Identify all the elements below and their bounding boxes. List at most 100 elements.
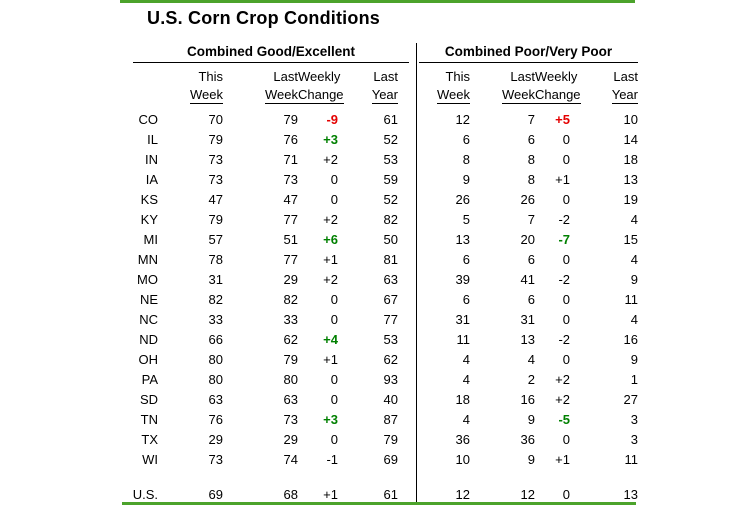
good-excellent-value: 79 (383, 432, 398, 447)
column-header-underlined: Year (611, 87, 638, 104)
state-label: OH (138, 352, 159, 367)
good-excellent-value: 82 (208, 292, 223, 307)
poor-very-poor-value: 3 (630, 412, 638, 427)
good-excellent-value: 71 (283, 152, 298, 167)
table-row-mi: MI 57 51 +6 50 13 20 -7 15 (110, 230, 638, 250)
column-header: Last (613, 69, 638, 84)
poor-very-poor-value: 0 (562, 487, 570, 502)
column-headers-line1: This Last Weekly Last This Last Weekly Last (110, 68, 638, 85)
column-headers-line2: Week Week Change Year Week Week Change Year (110, 86, 638, 104)
poor-very-poor-value: 1 (630, 372, 638, 387)
poor-very-poor-value: 5 (462, 212, 470, 227)
good-excellent-value: 47 (283, 192, 298, 207)
table-row-ne: NE 82 82 0 67 6 6 0 11 (110, 290, 638, 310)
good-excellent-value: 81 (383, 252, 398, 267)
poor-very-poor-value: 39 (455, 272, 470, 287)
good-excellent-value: -9 (326, 112, 338, 127)
good-excellent-value: 51 (283, 232, 298, 247)
poor-very-poor-value: 31 (520, 312, 535, 327)
poor-very-poor-value: 36 (520, 432, 535, 447)
state-label: MN (137, 252, 158, 267)
poor-very-poor-value: -2 (558, 212, 570, 227)
section-header-poor-very-poor: Combined Poor/Very Poor (419, 44, 638, 63)
poor-very-poor-value: 6 (527, 132, 535, 147)
table-row-il: IL 79 76 +3 52 6 6 0 14 (110, 130, 638, 150)
poor-very-poor-value: 12 (520, 487, 535, 502)
poor-very-poor-value: 11 (624, 452, 639, 467)
good-excellent-value: 29 (283, 272, 298, 287)
poor-very-poor-value: 14 (623, 132, 638, 147)
column-header (110, 68, 158, 85)
good-excellent-value: +2 (323, 152, 338, 167)
state-label: SD (139, 392, 158, 407)
state-label: MI (143, 232, 158, 247)
poor-very-poor-value: 4 (527, 352, 535, 367)
good-excellent-value: 69 (383, 452, 398, 467)
state-label: IN (145, 152, 158, 167)
good-excellent-value: 0 (330, 432, 338, 447)
good-excellent-value: +6 (323, 232, 338, 247)
table-row-mo: MO 31 29 +2 63 39 41 -2 9 (110, 270, 638, 290)
good-excellent-value: 77 (283, 252, 298, 267)
state-label: IL (147, 132, 158, 147)
poor-very-poor-value: 26 (520, 192, 535, 207)
poor-very-poor-value: 9 (630, 272, 638, 287)
good-excellent-value: 66 (208, 332, 223, 347)
good-excellent-value: 80 (283, 372, 298, 387)
good-excellent-value: 77 (383, 312, 398, 327)
poor-very-poor-value: 0 (562, 312, 570, 327)
poor-very-poor-value: 2 (527, 372, 535, 387)
good-excellent-value: 50 (383, 232, 398, 247)
state-label: TX (141, 432, 158, 447)
good-excellent-value: 82 (283, 292, 298, 307)
table-row-sd: SD 63 63 0 40 18 16 +2 27 (110, 390, 638, 410)
column-header-underlined: Week (190, 87, 223, 104)
poor-very-poor-value: 0 (562, 192, 570, 207)
us-total-row: U.S. 69 68 +1 61 12 12 0 13 (110, 485, 638, 505)
poor-very-poor-value: 4 (630, 312, 638, 327)
good-excellent-value: 57 (208, 232, 223, 247)
bottom-accent-bar (122, 502, 636, 505)
poor-very-poor-value: 3 (630, 432, 638, 447)
table-row-mn: MN 78 77 +1 81 6 6 0 4 (110, 250, 638, 270)
good-excellent-value: 59 (383, 172, 398, 187)
good-excellent-value: 62 (383, 352, 398, 367)
state-rows: CO 70 79 -9 61 12 7 +5 10 IL 79 76 +3 52 6 6 0 14 IN 73 71 +2… (110, 110, 638, 470)
poor-very-poor-value: -5 (558, 412, 570, 427)
poor-very-poor-value: 13 (455, 232, 470, 247)
good-excellent-value: 87 (383, 412, 398, 427)
poor-very-poor-value: 4 (462, 372, 470, 387)
good-excellent-value: +4 (323, 332, 338, 347)
good-excellent-value: 0 (330, 372, 338, 387)
good-excellent-value: 73 (208, 172, 223, 187)
poor-very-poor-value: 16 (520, 392, 535, 407)
table-row-co: CO 70 79 -9 61 12 7 +5 10 (110, 110, 639, 130)
table-row-nd: ND 66 62 +4 53 11 13 -2 16 (110, 330, 638, 350)
table-row-nc: NC 33 33 0 77 31 31 0 4 (110, 310, 638, 330)
poor-very-poor-value: 4 (462, 352, 470, 367)
good-excellent-value: 0 (330, 392, 338, 407)
good-excellent-value: 33 (208, 312, 223, 327)
poor-very-poor-value: 41 (520, 272, 535, 287)
good-excellent-value: +1 (323, 352, 338, 367)
table-row-tn: TN 76 73 +3 87 4 9 -5 3 (110, 410, 638, 430)
table-row-ks: KS 47 47 0 52 26 26 0 19 (110, 190, 638, 210)
state-label: MO (137, 272, 158, 287)
poor-very-poor-value: 26 (455, 192, 470, 207)
good-excellent-value: 0 (330, 192, 338, 207)
state-label: TN (140, 412, 158, 427)
good-excellent-value: 80 (208, 352, 223, 367)
table-row-tx: TX 29 29 0 79 36 36 0 3 (110, 430, 638, 450)
poor-very-poor-value: 0 (562, 132, 570, 147)
state-label: IA (145, 172, 158, 187)
good-excellent-value: +2 (323, 272, 338, 287)
good-excellent-value: 79 (208, 212, 223, 227)
good-excellent-value: 70 (208, 112, 223, 127)
top-accent-bar (120, 0, 635, 3)
good-excellent-value: +1 (323, 252, 338, 267)
table-row-ky: KY 79 77 +2 82 5 7 -2 4 (110, 210, 638, 230)
good-excellent-value: 0 (330, 312, 338, 327)
poor-very-poor-value: 8 (527, 172, 535, 187)
good-excellent-value: 33 (283, 312, 298, 327)
poor-very-poor-value: 0 (562, 252, 570, 267)
